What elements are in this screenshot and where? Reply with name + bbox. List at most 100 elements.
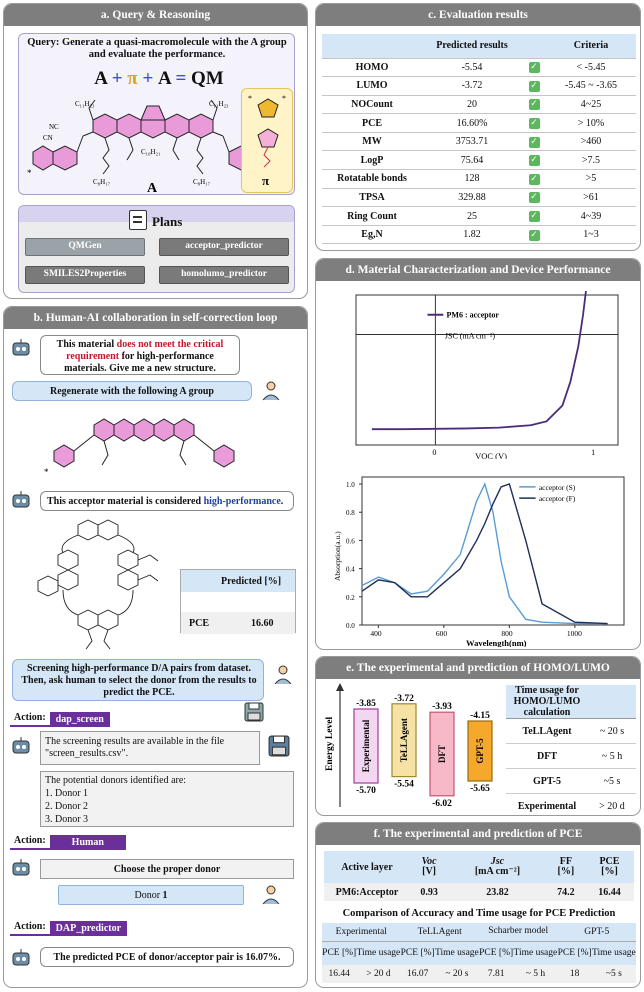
energy-bar [429,711,455,797]
mol-label-c10: C₁₀H₂₁ [141,148,161,156]
mol-label-star: * [27,168,32,178]
predicted-header: Predicted [%] [221,576,282,587]
eval-row: LUMO -3.72 ✓ -5.45 ~ -3.65 [322,76,636,96]
abs-legend-f: acceptor (F) [539,494,576,503]
abs-tick-x: 400 [370,629,382,638]
abs-tick-y: 0.6 [346,537,355,545]
time-usage-table: Time usage for HOMO/LUMO calculation TeL… [506,685,636,815]
mol-label-a: A [147,181,158,194]
compare-table: Experimental TeLLAgent Scharber model GP… [322,923,636,983]
energy-bar-name: DFT [437,745,447,763]
action-dap-predictor: Action: DAP_predictor [10,921,128,936]
robot-icon [12,859,30,876]
action-human: Action: Human [10,835,126,850]
check-icon: ✓ [528,192,540,204]
jv-series-line [371,291,587,431]
mol-label-c11-right: C₁₁H₂₃ [209,100,229,108]
pce-value: 16.60 [251,618,274,629]
jv-chart: PM6 : acceptor JSC (mA cm⁻²) VOC (V) 0 1 [355,291,619,459]
pce-label: PCE [189,618,209,629]
time-header: Time usage for HOMO/LUMO calculation [506,685,588,719]
abs-legend-s: acceptor (S) [539,483,576,492]
floppy-icon [268,735,290,757]
homo-label: -5.54 [394,780,414,790]
plan-homolumo-predictor[interactable]: homolumo_predictor [159,266,289,284]
device-table: Active layer Voc [V] Jsc [mA cm⁻²] FF [%] P… [324,851,634,901]
msg-regenerate: Regenerate with the following A group [12,381,252,401]
plans-header [19,206,294,222]
action-dap-screen: Action: dap_screen [10,712,110,727]
robot-icon [12,949,30,966]
predicted-table: Predicted [%] PCE 16.60 [180,569,296,634]
abs-tick-x: 600 [436,629,448,638]
compare-title: Comparison of Accuracy and Time usage fo… [342,908,616,919]
abs-tick-y: 0.4 [346,566,355,574]
lumo-label: -4.15 [470,711,490,721]
new-a-group-structure: * [44,418,235,477]
pi-box: * * π [241,88,293,193]
donor-pick[interactable]: Donor 1 [58,885,244,905]
mol-label-c11-left: C₁₁H₂₃ [75,100,95,108]
time-row: DFT ~ 5 h [506,743,636,769]
msg-screening: Screening high-performance D/A pairs fro… [12,659,264,701]
jv-legend: PM6 : acceptor [447,311,500,320]
msg-not-meet: This material does not meet the critical… [40,335,240,375]
panel-d: d. Material Characterization and Device … [315,258,641,650]
mol-label-cn-left: CN [43,134,53,142]
qm-equation: A + π + A = QM [94,68,224,89]
panel-c-title: c. Evaluation results [316,4,640,26]
panel-b-title: b. Human-AI collaboration in self-correc… [4,307,307,329]
person-icon [262,885,280,905]
pi-star-left: * [248,94,252,103]
floppy-icon [244,702,264,722]
eval-row: NOCount 20 ✓ 4~25 [322,95,636,115]
panel-a: a. Query & Reasoning Query: Generate a q… [3,3,308,299]
time-row: Experimental > 20 d [506,793,636,815]
pi-structure: * * [248,94,286,168]
panel-f-title: f. The experimental and prediction of PC… [316,823,640,845]
eval-row: Eg,N 1.82 ✓ 1~3 [322,225,636,245]
energy-axis-label: Energy Level [325,717,335,771]
lumo-label: -3.72 [394,694,414,704]
check-icon: ✓ [528,211,540,223]
plan-acceptor-predictor[interactable]: acceptor_predictor [159,238,289,256]
abs-y-label: Absorption(a.u.) [333,531,342,581]
plan-qmgen[interactable]: QMGen [25,238,145,256]
homo-label: -6.02 [432,799,452,809]
donor-1: 1. Donor 1 [45,788,89,799]
mol-label-nc-left: NC [49,123,59,131]
abs-frame [361,476,625,626]
eval-row: PCE 16.60% ✓ > 10% [322,113,636,133]
abs-tick-y: 0.8 [346,509,355,517]
plans-title: Plans [152,214,183,229]
robot-icon [12,491,30,508]
plan-smiles2properties[interactable]: SMILES2Properties [25,266,145,284]
donor-list: The potential donors identified are: 1. … [40,771,294,827]
panel-c: c. Evaluation results Predicted results … [315,3,641,251]
check-icon: ✓ [528,99,540,111]
energy-level-chart: Energy Level -3.85 -5.70 Experimental -3.72 -… [325,683,493,809]
mol-label-c8b: C₈H₁₇ [193,178,211,186]
energy-bar [353,708,379,784]
plans-box: Plans QMGen acceptor_predictor SMILES2Pr… [18,205,295,293]
check-icon: ✓ [528,155,540,167]
panel-b: b. Human-AI collaboration in self-correc… [3,306,308,988]
panel-f: f. The experimental and prediction of PC… [315,822,641,988]
absorption-chart: 400 600 800 1000 0.0 0.2 0.4 0.6 0.8 1.0 Wavelengt… [333,476,625,647]
homo-label: -5.65 [470,784,490,794]
check-icon: ✓ [528,62,540,74]
jv-y-label: JSC (mA cm⁻²) [445,331,496,340]
evaluation-table: Predicted results Criteria HOMO -5.54 ✓ < -… [322,34,636,245]
final-pce-msg: The predicted PCE of donor/acceptor pair… [40,947,294,967]
eval-row: MW 3753.71 ✓ >460 [322,132,636,152]
energy-axis-arrow [336,683,344,691]
msg-high-performance: This acceptor material is considered hig… [40,491,294,511]
energy-bar-name: Experimental [361,719,371,772]
energy-bar-name: GPT-5 [475,738,485,764]
abs-x-label: Wavelength(nm) [466,638,527,647]
eval-row: TPSA 329.88 ✓ >61 [322,188,636,208]
check-icon: ✓ [528,173,540,185]
check-icon: ✓ [528,80,540,92]
abs-tick-y: 0.0 [346,622,355,630]
jv-x-label: VOC (V) [475,451,507,459]
